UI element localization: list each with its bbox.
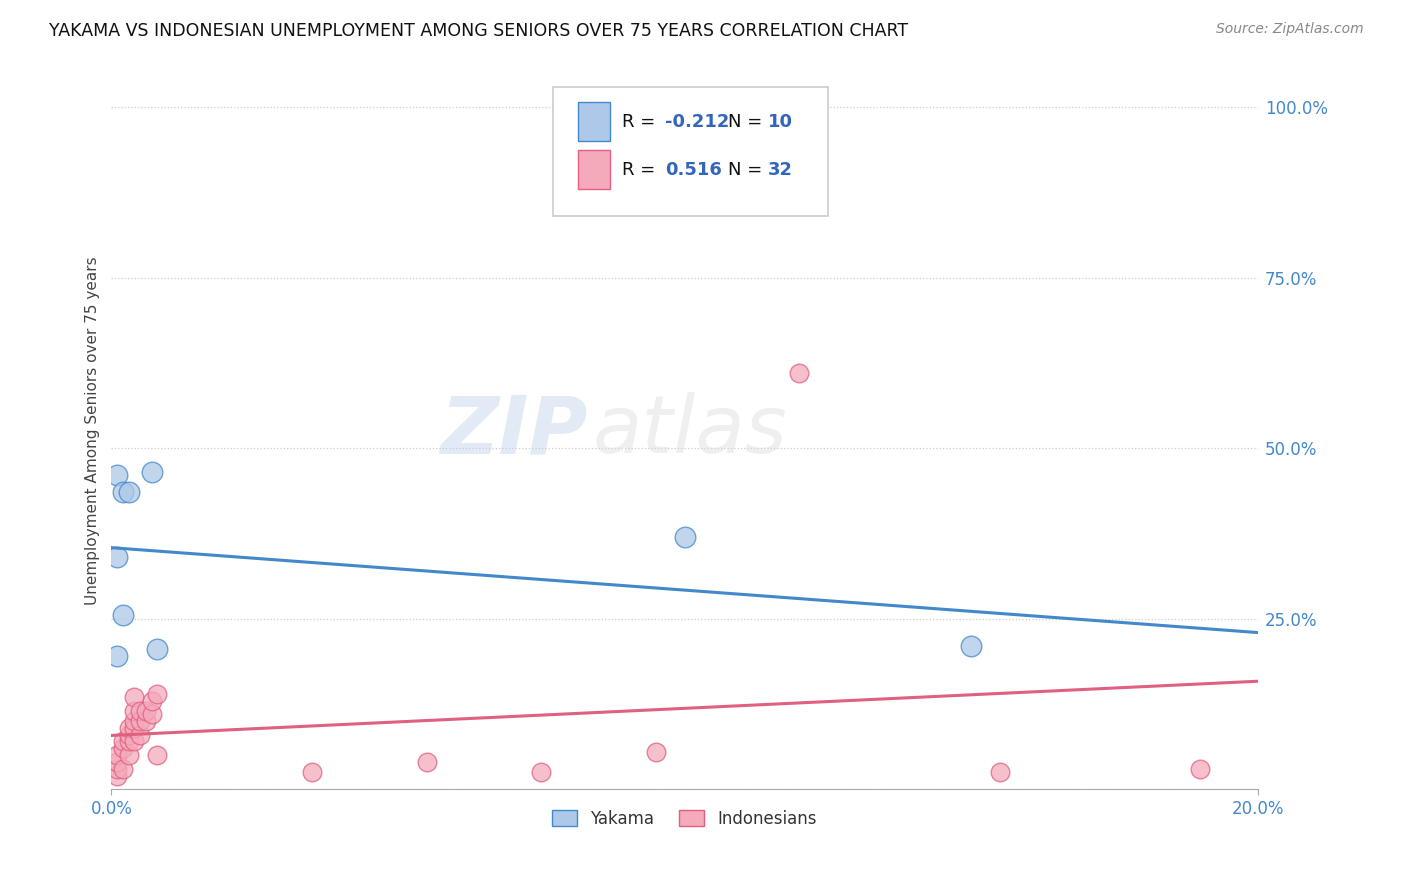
- Point: [787, 366, 810, 380]
- Point: [1189, 762, 1212, 776]
- Point: [105, 649, 128, 664]
- Point: [105, 748, 128, 763]
- Point: [111, 608, 134, 623]
- Point: [105, 550, 128, 565]
- Text: YAKAMA VS INDONESIAN UNEMPLOYMENT AMONG SENIORS OVER 75 YEARS CORRELATION CHART: YAKAMA VS INDONESIAN UNEMPLOYMENT AMONG …: [49, 22, 908, 40]
- FancyBboxPatch shape: [553, 87, 828, 216]
- Point: [124, 704, 146, 718]
- Bar: [578, 150, 610, 189]
- Point: [117, 748, 139, 763]
- Text: N =: N =: [728, 161, 768, 178]
- Point: [117, 734, 139, 748]
- Point: [105, 762, 128, 776]
- Text: Source: ZipAtlas.com: Source: ZipAtlas.com: [1216, 22, 1364, 37]
- Point: [135, 704, 157, 718]
- Point: [111, 734, 134, 748]
- Text: 0.516: 0.516: [665, 161, 723, 178]
- Point: [146, 687, 169, 701]
- Point: [124, 690, 146, 705]
- Point: [141, 693, 163, 707]
- Point: [129, 728, 152, 742]
- Text: R =: R =: [621, 112, 661, 131]
- Text: ZIP: ZIP: [440, 392, 588, 470]
- Y-axis label: Unemployment Among Seniors over 75 years: Unemployment Among Seniors over 75 years: [86, 257, 100, 606]
- Point: [124, 734, 146, 748]
- Text: -0.212: -0.212: [665, 112, 730, 131]
- Legend: Yakama, Indonesians: Yakama, Indonesians: [546, 804, 824, 835]
- Point: [530, 765, 553, 780]
- Point: [146, 748, 169, 763]
- Point: [673, 530, 696, 544]
- Text: 32: 32: [768, 161, 793, 178]
- Point: [645, 745, 668, 759]
- Text: N =: N =: [728, 112, 768, 131]
- Point: [960, 639, 983, 653]
- Point: [141, 707, 163, 722]
- Point: [124, 721, 146, 735]
- Point: [105, 768, 128, 782]
- Point: [117, 728, 139, 742]
- Point: [129, 704, 152, 718]
- Point: [129, 714, 152, 728]
- Point: [117, 721, 139, 735]
- Text: atlas: atlas: [593, 392, 787, 470]
- Point: [111, 762, 134, 776]
- Text: 10: 10: [768, 112, 793, 131]
- Point: [135, 714, 157, 728]
- Point: [141, 465, 163, 479]
- Point: [415, 755, 437, 769]
- Point: [117, 485, 139, 500]
- Text: R =: R =: [621, 161, 661, 178]
- Point: [105, 755, 128, 769]
- Point: [988, 765, 1011, 780]
- Point: [301, 765, 323, 780]
- Point: [111, 741, 134, 756]
- Point: [146, 642, 169, 657]
- Point: [124, 714, 146, 728]
- Point: [111, 485, 134, 500]
- Bar: [578, 102, 610, 141]
- Point: [105, 468, 128, 483]
